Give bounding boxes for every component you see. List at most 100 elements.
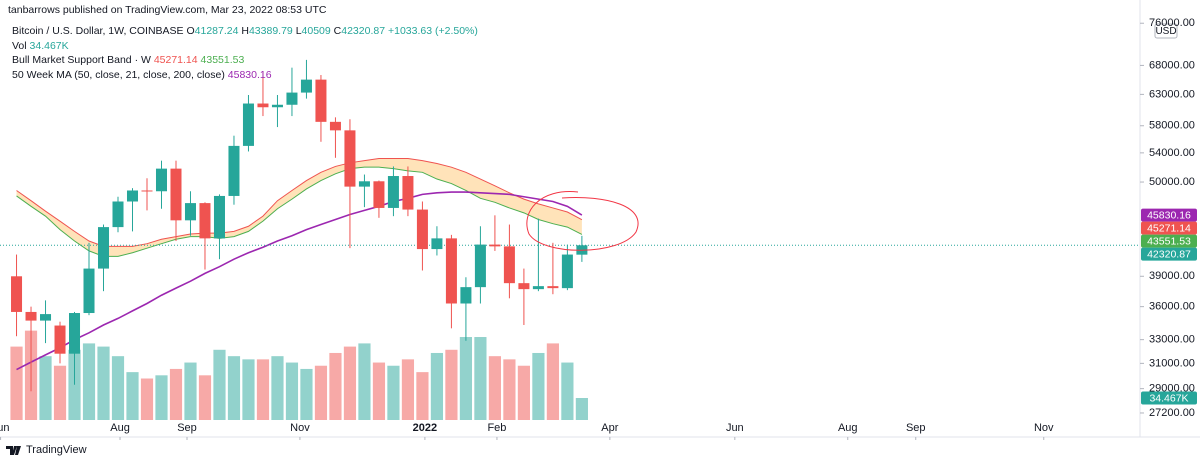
candle-body — [445, 238, 457, 304]
candle-body — [460, 287, 472, 304]
y-tick-label: 39000.00 — [1149, 270, 1195, 282]
volume-bar — [242, 359, 255, 420]
price-badge-label: 43551.53 — [1147, 235, 1191, 247]
price-badge — [1141, 208, 1197, 222]
ohlc-value: 40509 — [301, 25, 331, 37]
volume-bar — [387, 365, 400, 420]
candle-body — [228, 145, 240, 196]
x-tick-label: Sep — [906, 422, 926, 434]
candle-body — [315, 79, 327, 122]
candle-body — [242, 103, 254, 146]
ohlc-letter: H — [241, 25, 249, 37]
indicator-value: 45830.16 — [227, 68, 272, 81]
ohlc-letter: L — [295, 25, 302, 37]
x-tick-label: Nov — [1034, 422, 1054, 434]
price-badge-label: 42320.87 — [1147, 248, 1191, 260]
publisher-header: tanbarrows published on TradingView.com,… — [8, 4, 327, 16]
indicator-value: 45271.14 — [153, 54, 198, 66]
volume-bar — [169, 368, 183, 420]
candle-body — [40, 314, 52, 321]
candle-body — [518, 283, 530, 290]
x-tick-label: Sep — [177, 422, 197, 434]
legend-band-row: Bull Market Support Band · W 45271.14 43… — [12, 53, 478, 68]
volume-bar — [358, 343, 371, 420]
candle-body — [358, 181, 370, 187]
ohlc-letter: C — [333, 25, 342, 37]
volume-bar — [126, 372, 139, 420]
volume-bar — [372, 362, 386, 420]
volume-bar — [459, 337, 473, 420]
volume-bar — [10, 346, 23, 420]
tv-logo-text: TradingView — [26, 444, 87, 456]
y-tick-label: 54000.00 — [1149, 147, 1195, 159]
volume-bar — [430, 352, 444, 420]
volume-bar — [82, 343, 96, 420]
candle-body — [25, 311, 37, 321]
volume-bar — [227, 356, 241, 420]
price-badge — [1141, 391, 1197, 405]
volume-name: Vol — [12, 39, 27, 52]
indicator-line — [16, 166, 583, 257]
candle-body — [300, 79, 312, 93]
plot-area — [0, 59, 1140, 420]
volume-bar — [546, 343, 559, 420]
candle-body — [126, 190, 139, 202]
x-tick-label: Apr — [601, 422, 618, 434]
candle-body — [199, 203, 211, 239]
volume-bar — [97, 346, 110, 420]
volume-bar — [111, 356, 125, 420]
candle-body — [11, 276, 23, 312]
indicator-name: 50 Week MA (50, close, 21, close, 200, c… — [12, 68, 225, 81]
candle-body — [69, 313, 81, 354]
volume-bar — [445, 349, 458, 420]
volume-bar — [343, 346, 357, 420]
change: +1033.63 (+2.50%) — [387, 25, 478, 37]
currency-box — [1154, 23, 1178, 39]
candle-body — [503, 246, 515, 284]
volume-bar — [314, 365, 328, 420]
y-tick-label: 76000.00 — [1149, 17, 1195, 29]
x-tick-label: Feb — [487, 422, 506, 434]
candle-body — [83, 268, 95, 314]
candle-body — [257, 103, 269, 108]
y-tick-label: 27200.00 — [1149, 407, 1195, 419]
x-tick-label: 2022 — [413, 422, 437, 434]
candle-body — [271, 104, 283, 108]
candle-body — [344, 130, 356, 187]
candle-body — [416, 209, 428, 250]
ohlc-letter: O — [186, 25, 195, 37]
y-tick-label: 36000.00 — [1149, 301, 1195, 313]
volume-bar — [488, 356, 501, 420]
legend-symbol-row: Bitcoin / U.S. Dollar, 1W, COINBASE O412… — [12, 24, 478, 39]
legend: Bitcoin / U.S. Dollar, 1W, COINBASE O412… — [12, 24, 478, 82]
volume-bar — [532, 352, 545, 420]
candle-body — [54, 325, 66, 354]
volume-bar — [256, 359, 270, 420]
x-tick-label: Jun — [0, 422, 9, 434]
volume-bar — [503, 359, 516, 420]
ohlc-value: 42320.87 — [341, 25, 386, 37]
candle-body — [184, 203, 196, 221]
x-tick-label: Aug — [110, 422, 130, 434]
volume-bar — [474, 337, 487, 420]
volume-bar — [575, 397, 588, 420]
volume-bar — [517, 365, 530, 420]
price-badge — [1141, 247, 1197, 261]
volume-bar — [561, 362, 574, 420]
volume-bar — [401, 359, 415, 420]
candle-body — [547, 286, 559, 289]
price-badge — [1141, 221, 1197, 235]
y-tick-label: 68000.00 — [1149, 59, 1195, 71]
candle-body — [402, 176, 414, 210]
ohlc-value: 43389.79 — [248, 25, 293, 37]
currency-label: USD — [1155, 26, 1176, 37]
price-badge-label: 45271.14 — [1147, 222, 1191, 234]
candle-body — [213, 195, 225, 239]
candle-body — [431, 238, 443, 250]
volume-bar — [329, 352, 342, 420]
y-tick-label: 63000.00 — [1149, 88, 1195, 100]
candle-body — [170, 168, 182, 221]
candle-body — [329, 121, 341, 131]
